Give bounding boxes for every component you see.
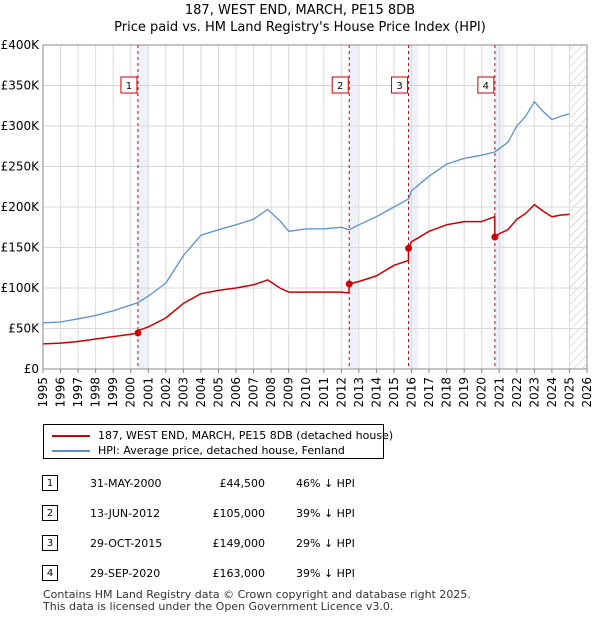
x-tick-label: 2008 [264,377,278,408]
x-tick-label: 2013 [352,377,366,408]
sale-marker-box [477,76,495,94]
x-tick-label: 2003 [176,377,190,408]
sale-hpi-diff: 46% ↓ HPI [296,477,355,490]
series-lines [42,101,570,345]
footer: Contains HM Land Registry data © Crown c… [43,589,471,613]
sale-marker-label: 3 [396,81,402,92]
legend-swatch-property [52,435,90,437]
x-tick-label: 2009 [282,377,296,408]
sale-date: 29-SEP-2020 [90,567,161,580]
y-tick-label: £400K [1,38,41,52]
x-tick-label: 2018 [440,377,454,408]
y-tick-label: £150K [1,241,41,255]
x-tick-label: 2010 [299,377,313,408]
property-price-line [42,203,570,345]
sale-point [345,280,353,288]
x-tick-label: 2020 [475,377,489,408]
x-tick-label: 2012 [334,377,348,408]
plot-frame [42,44,588,370]
sale-price: £163,000 [212,567,266,580]
x-tick-label: 1995 [36,377,50,408]
y-tick-label: £250K [1,160,41,174]
sale-row: 4 29-SEP-2020 £163,000 39% ↓ HPI [0,565,600,583]
y-tick-label: £300K [1,119,41,133]
x-tick-label: 1996 [54,377,68,408]
footer-line2: This data is licensed under the Open Gov… [43,600,394,613]
sale-price: £44,500 [219,477,266,490]
sale-number: 2 [42,505,58,521]
sale-date: 31-MAY-2000 [90,477,162,490]
sale-number: 3 [42,535,58,551]
sale-point [134,329,142,337]
x-tick-label: 2017 [422,377,436,408]
x-tick-label: 1999 [106,377,120,408]
sale-markers: 1 2 3 4 [120,76,499,337]
axes: £0 £50K £100K £150K £200K £250K £300K £350K £400… [1,38,594,408]
sale-marker-box [120,76,138,94]
sale-hpi-diff: 39% ↓ HPI [296,507,355,520]
legend-label-property: 187, WEST END, MARCH, PE15 8DB (detached… [98,429,394,442]
footer-line1: Contains HM Land Registry data © Crown c… [43,588,471,601]
x-tick-label: 2004 [194,377,208,408]
x-tick-label: 2021 [492,377,506,408]
legend-swatch-hpi [52,450,90,452]
chart-title-line2: Price paid vs. HM Land Registry's House … [114,20,486,35]
sale-point [491,233,499,241]
y-tick-label: £0 [24,362,39,376]
sale-point [405,244,413,252]
sale-marker-box [331,76,349,94]
sale-number: 4 [42,565,58,581]
sale-price: £105,000 [212,507,266,520]
x-tick-label: 2011 [317,377,331,408]
x-tick-label: 2006 [229,377,243,408]
sale-price: £149,000 [212,537,266,550]
x-tick-label: 2022 [510,377,524,408]
x-tick-label: 2015 [387,377,401,408]
y-tick-label: £50K [8,322,40,336]
sale-marker-box [391,76,409,94]
x-tick-label: 2002 [159,377,173,408]
sale-marker-label: 4 [483,81,489,92]
y-tick-label: £200K [1,200,41,214]
x-tick-label: 2024 [545,377,559,408]
x-tick-label: 2025 [562,377,576,408]
chart-title-line1: 187, WEST END, MARCH, PE15 8DB [185,3,415,18]
legend-label-hpi: HPI: Average price, detached house, Fenl… [98,444,345,457]
sale-date: 13-JUN-2012 [90,507,161,520]
x-tick-label: 2019 [457,377,471,408]
sale-number: 1 [42,475,58,491]
sale-row: 3 29-OCT-2015 £149,000 29% ↓ HPI [0,535,600,553]
y-tick-label: £100K [1,281,41,295]
sale-row: 1 31-MAY-2000 £44,500 46% ↓ HPI [0,475,600,493]
hpi-line [42,101,570,324]
x-tick-label: 2001 [141,377,155,408]
legend: 187, WEST END, MARCH, PE15 8DB (detached… [43,424,393,459]
sale-date: 29-OCT-2015 [90,537,163,550]
sale-hpi-diff: 39% ↓ HPI [296,567,355,580]
x-tick-label: 2000 [124,377,138,408]
sale-hpi-diff: 29% ↓ HPI [296,537,355,550]
x-tick-label: 1997 [71,377,85,408]
x-tick-label: 1998 [89,377,103,408]
price-chart: 187, WEST END, MARCH, PE15 8DB Price pai… [1,3,594,408]
y-tick-label: £350K [1,79,41,93]
sale-marker-label: 1 [126,81,132,92]
x-tick-label: 2005 [211,377,225,408]
sale-row: 2 13-JUN-2012 £105,000 39% ↓ HPI [0,505,600,523]
x-tick-label: 2016 [405,377,419,408]
sale-marker-label: 2 [337,81,343,92]
x-tick-label: 2014 [369,377,383,408]
x-tick-label: 2023 [527,377,541,408]
x-tick-label: 2026 [580,377,594,408]
x-tick-label: 2007 [247,377,261,408]
